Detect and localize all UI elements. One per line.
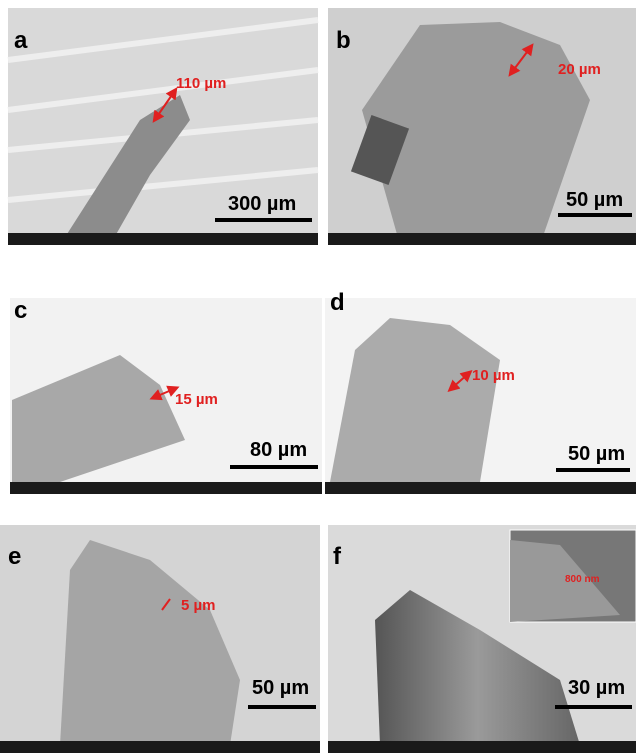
scale-label: 80 µm bbox=[250, 439, 307, 461]
metadata-bar bbox=[10, 482, 322, 494]
panel-letter: a bbox=[14, 27, 28, 54]
metadata-bar bbox=[0, 741, 320, 753]
metadata-bar bbox=[328, 233, 636, 245]
scale-label: 30 µm bbox=[568, 677, 625, 699]
panel-b: b 20 µm 50 µm bbox=[328, 8, 636, 245]
panel-e: e 5 µm 50 µm bbox=[0, 525, 320, 753]
annotation: 110 µm bbox=[176, 75, 226, 92]
scale-label: 50 µm bbox=[252, 677, 309, 699]
annotation: 5 µm bbox=[181, 597, 216, 614]
inset-annotation: 800 nm bbox=[565, 574, 600, 585]
panel-letter: e bbox=[8, 543, 21, 570]
annotation: 10 µm bbox=[472, 367, 515, 384]
panel-letter: d bbox=[330, 289, 345, 316]
metadata-bar bbox=[325, 482, 636, 494]
annotation: 15 µm bbox=[175, 391, 218, 408]
annotation: 20 µm bbox=[558, 61, 601, 78]
scale-label: 50 µm bbox=[566, 189, 623, 211]
panel-letter: f bbox=[333, 543, 342, 570]
metadata-bar bbox=[328, 741, 636, 753]
panel-d: d 10 µm 50 µm bbox=[325, 289, 636, 494]
scale-label: 50 µm bbox=[568, 443, 625, 465]
panel-a: a 110 µm 300 µm bbox=[8, 8, 318, 245]
scale-label: 300 µm bbox=[228, 193, 296, 215]
figure: a 110 µm 300 µm b 20 µm 50 µm c 15 µm 80… bbox=[0, 0, 636, 753]
panel-letter: c bbox=[14, 297, 27, 324]
panel-letter: b bbox=[336, 27, 351, 54]
metadata-bar bbox=[8, 233, 318, 245]
panel-f: f 800 nm 30 µm bbox=[328, 525, 636, 753]
panel-c: c 15 µm 80 µm bbox=[10, 297, 322, 494]
